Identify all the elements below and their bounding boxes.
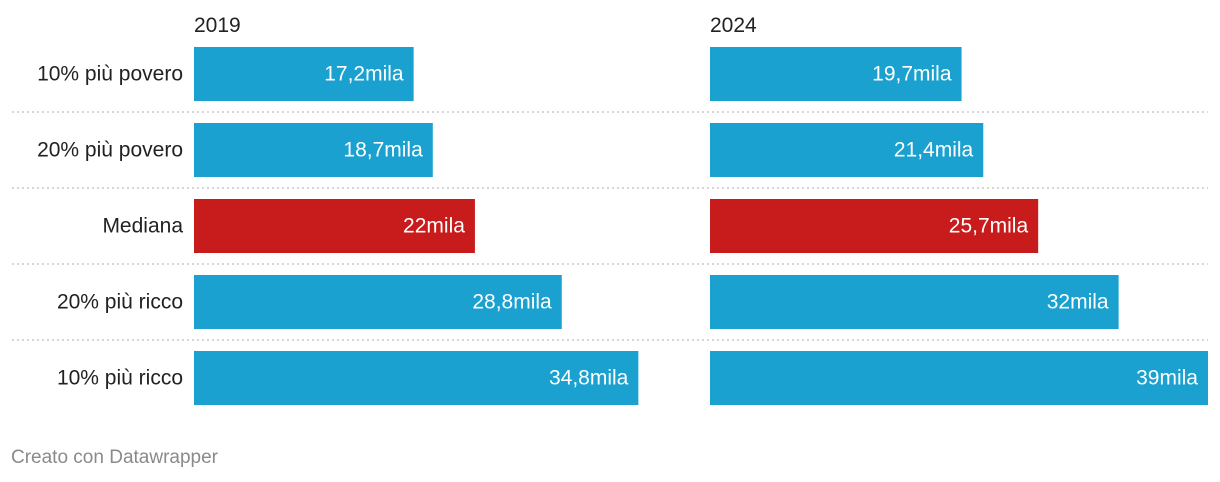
row-label: Mediana: [102, 215, 183, 238]
row-label: 10% più povero: [37, 63, 183, 86]
panel-title-2019: 2019: [194, 14, 241, 37]
value-label: 32mila: [1047, 291, 1109, 314]
value-label: 39mila: [1136, 367, 1198, 390]
value-label: 28,8mila: [472, 291, 552, 314]
value-label: 34,8mila: [549, 367, 629, 390]
bar-2024: [710, 123, 984, 177]
bar-2019: [194, 123, 433, 177]
panel-title-2024: 2024: [710, 14, 757, 37]
value-label: 22mila: [403, 215, 465, 238]
value-label: 25,7mila: [949, 215, 1029, 238]
bar-2024: [710, 199, 1039, 253]
footer-credit: Creato con Datawrapper: [11, 447, 218, 468]
value-label: 18,7mila: [343, 139, 423, 162]
value-label: 19,7mila: [872, 63, 952, 86]
value-label: 17,2mila: [324, 63, 404, 86]
bar-2024: [710, 47, 962, 101]
value-label: 21,4mila: [894, 139, 974, 162]
row-label: 10% più ricco: [57, 367, 183, 390]
bar-2024: [710, 351, 1208, 405]
bar-2019: [194, 351, 639, 405]
bar-2024: [710, 275, 1119, 329]
bar-2019: [194, 275, 562, 329]
row-label: 20% più povero: [37, 139, 183, 162]
bar-2019: [194, 47, 414, 101]
bar-chart: 2019 2024 10% più povero 17,2mila 19,7mila 20…: [12, 14, 1208, 405]
bar-2019: [194, 199, 475, 253]
row-label: 20% più ricco: [57, 291, 183, 314]
